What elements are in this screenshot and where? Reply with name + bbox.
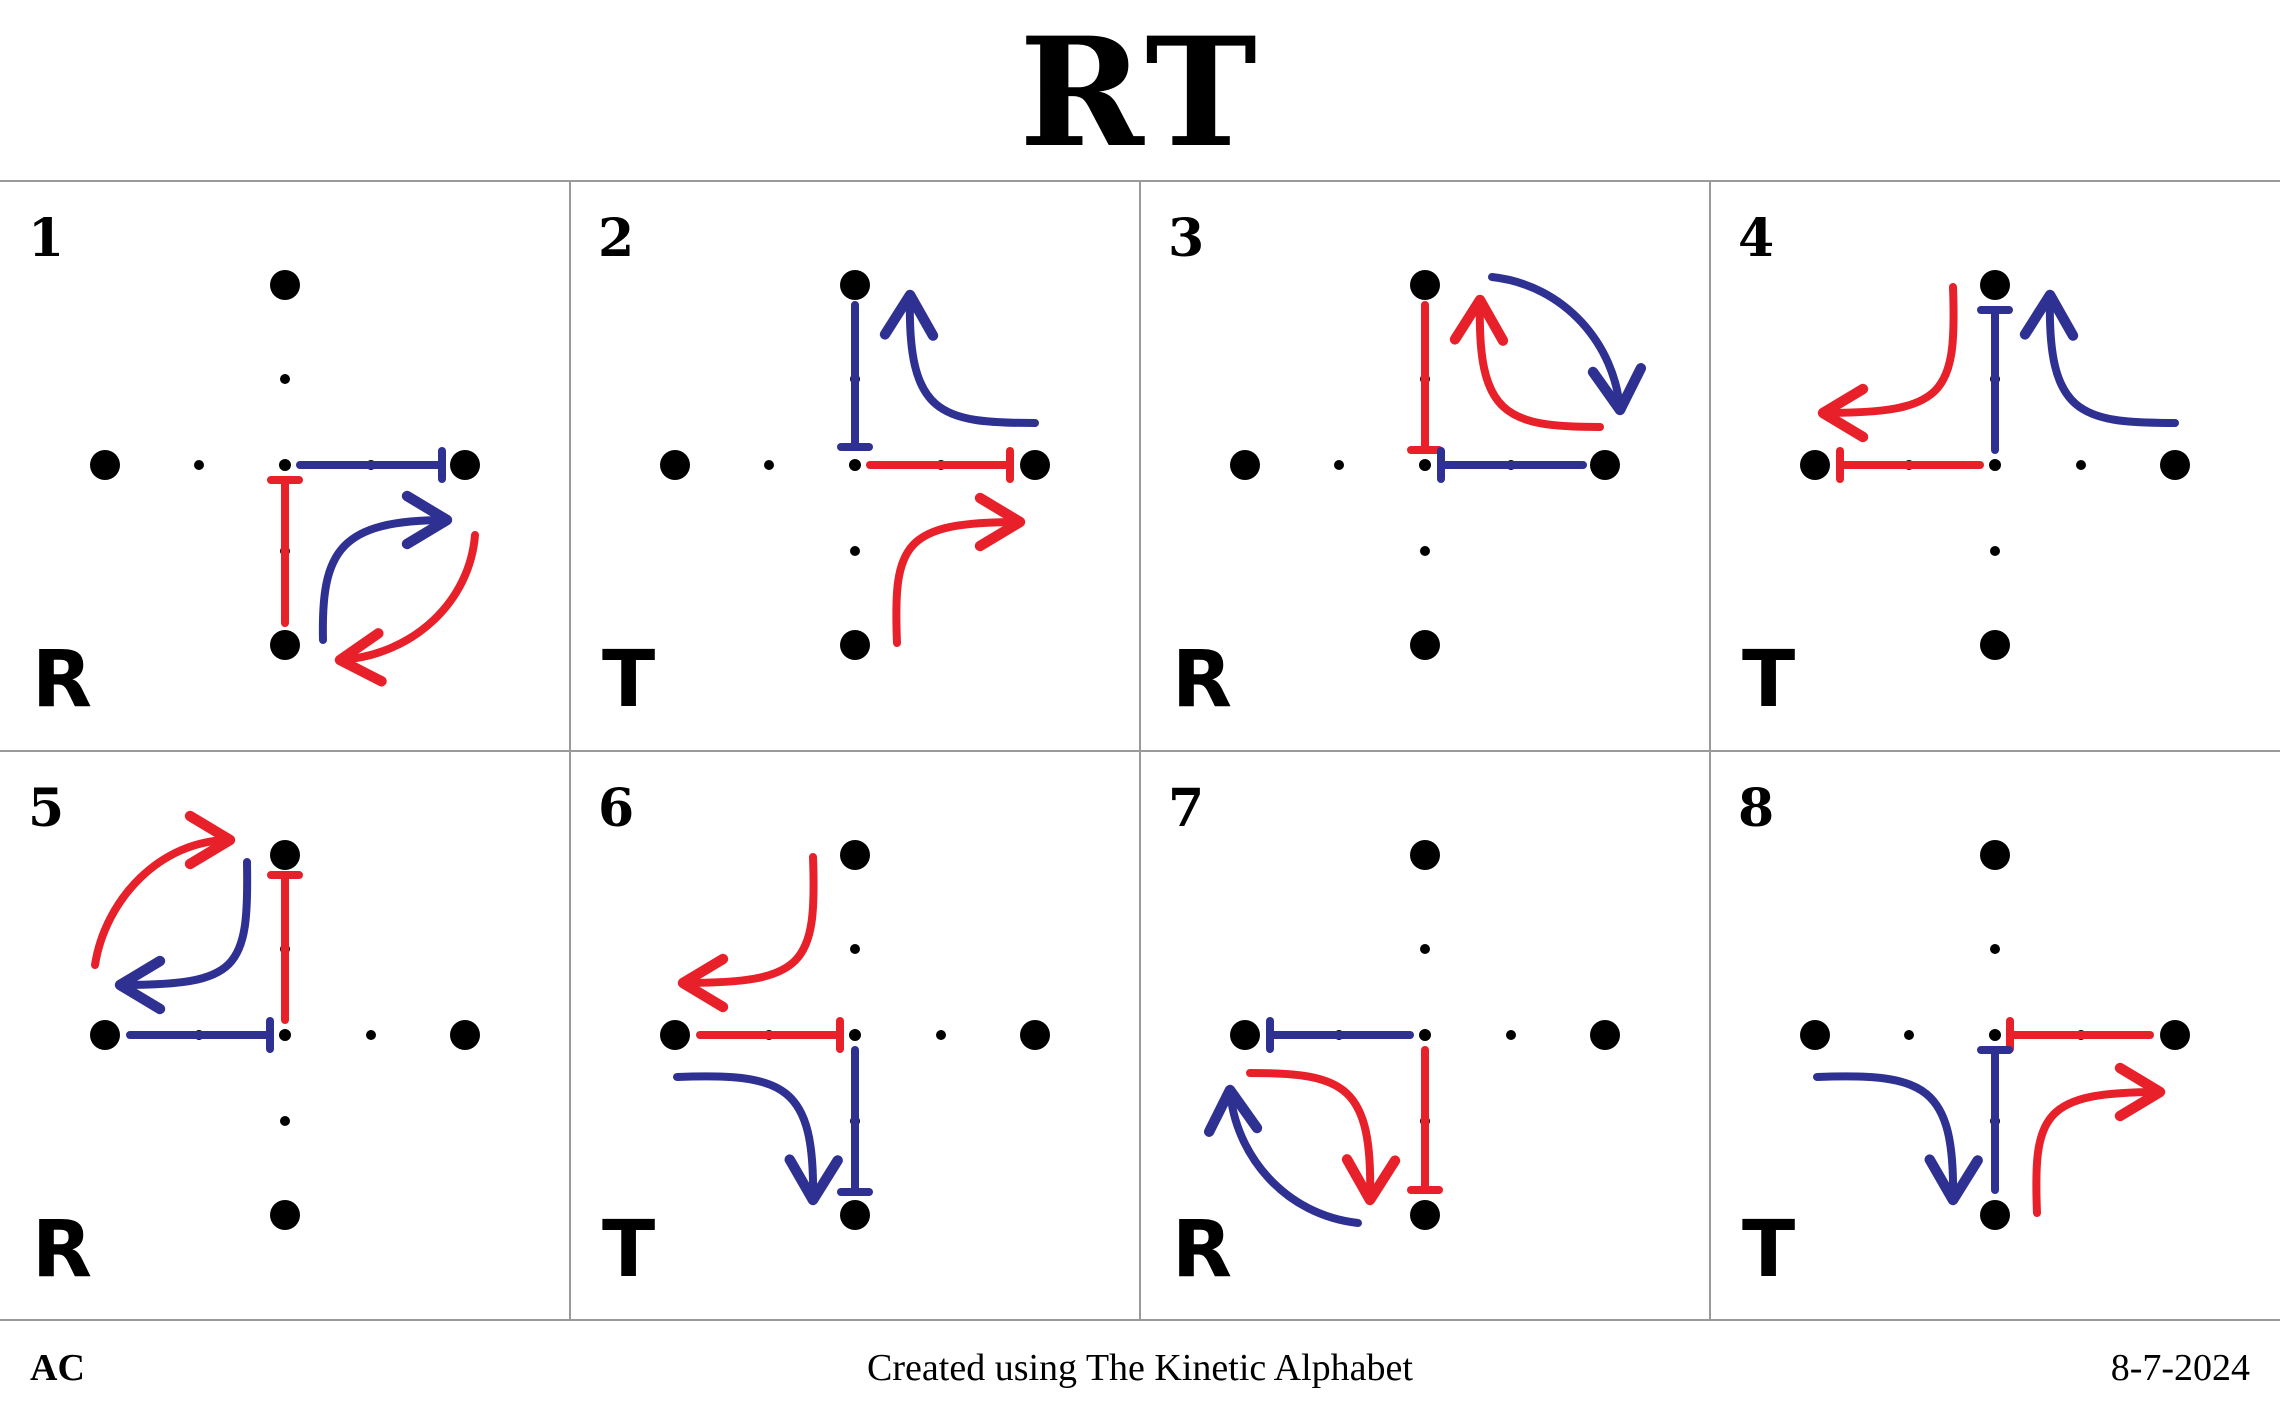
cell-number: 7 <box>1168 778 1204 839</box>
cell-3: 3 R <box>1168 208 1647 725</box>
cell-letter: R <box>32 635 92 725</box>
cell-letter: T <box>602 1205 655 1295</box>
cell-number: 8 <box>1738 778 1774 839</box>
cell-letter: R <box>1172 635 1232 725</box>
footer-author: AC <box>30 1347 85 1389</box>
diagram-grid: 1 R 2 T <box>0 180 2280 1321</box>
blue-prop-1 <box>296 447 453 644</box>
blue-prop-6 <box>673 1046 873 1206</box>
cell-letter: R <box>32 1205 92 1295</box>
cell-number: 5 <box>28 778 64 839</box>
cell-8: 8 T <box>1738 778 2190 1295</box>
cell-7: 7 R <box>1168 778 1620 1295</box>
red-prop-7 <box>1246 1046 1443 1206</box>
cell-letter: R <box>1172 1205 1232 1295</box>
red-prop-8 <box>2006 1017 2166 1217</box>
blue-prop-7 <box>1203 1017 1414 1227</box>
blue-prop-5 <box>114 858 274 1053</box>
red-prop-2 <box>866 447 1026 647</box>
cell-letter: T <box>1742 635 1795 725</box>
cell-number: 6 <box>598 778 634 839</box>
blue-prop-2 <box>837 289 1039 451</box>
blue-prop-8 <box>1813 1046 2013 1206</box>
cell-number: 1 <box>28 208 64 269</box>
cell-2: 2 T <box>598 208 1050 725</box>
cell-1: 1 R <box>28 208 480 725</box>
footer-date: 8-7-2024 <box>2110 1347 2250 1389</box>
cell-6: 6 T <box>598 778 1050 1295</box>
red-prop-3 <box>1407 294 1604 454</box>
cell-letter: T <box>602 635 655 725</box>
cell-4: 4 T <box>1738 208 2190 725</box>
page-title: RT <box>1019 5 1261 181</box>
footer-credit: Created using The Kinetic Alphabet <box>867 1347 1413 1389</box>
blue-prop-4 <box>1977 289 2179 454</box>
cell-5: 5 R <box>28 778 480 1295</box>
cell-number: 4 <box>1738 208 1774 269</box>
red-prop-4 <box>1817 283 1984 483</box>
red-prop-1 <box>267 476 479 687</box>
cell-number: 3 <box>1168 208 1204 269</box>
grid-lines <box>0 180 2280 1321</box>
red-prop-6 <box>677 853 844 1053</box>
cell-letter: T <box>1742 1205 1795 1295</box>
red-prop-5 <box>91 810 303 1024</box>
blue-prop-3 <box>1437 273 1647 483</box>
cell-number: 2 <box>598 208 634 269</box>
